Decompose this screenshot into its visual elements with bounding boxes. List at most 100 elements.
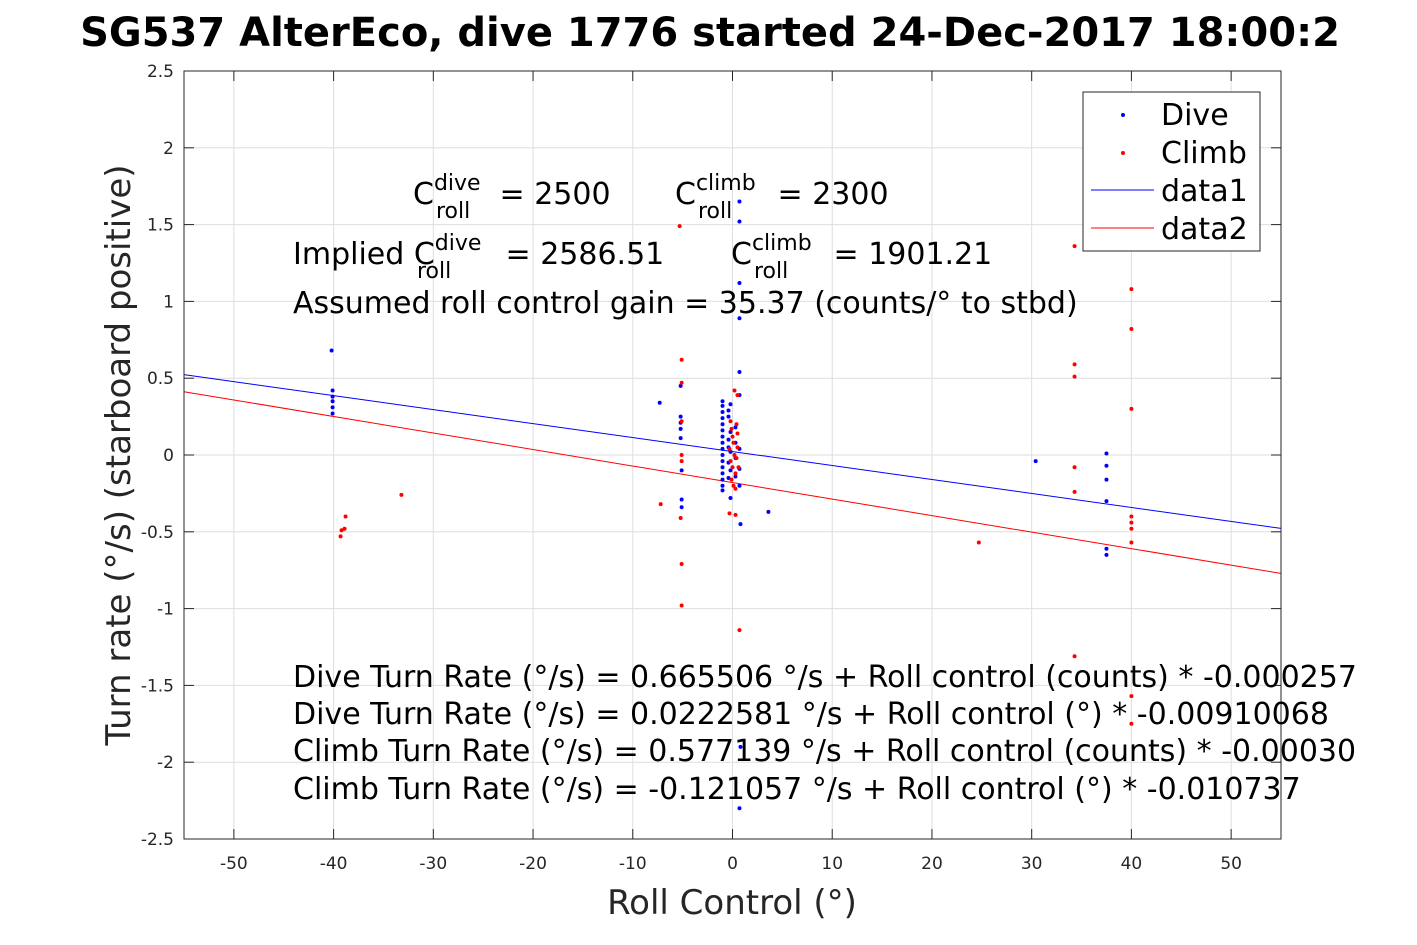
climb-point (737, 628, 742, 633)
c-roll-climb-sup: climb (696, 171, 756, 196)
climb-point (736, 465, 741, 470)
dive-point (720, 471, 725, 476)
legend-marker-climb (1121, 151, 1125, 155)
climb-point (679, 453, 684, 457)
climb-point (1129, 327, 1134, 332)
climb-point (730, 465, 735, 470)
legend-label-dive: Dive (1161, 98, 1229, 133)
implied-dive-value: = 2586.51 (496, 237, 664, 272)
climb-point (1129, 406, 1134, 411)
data-points (329, 199, 1134, 811)
equation-climb-degrees: Climb Turn Rate (°/s) = -0.121057 °/s + … (293, 772, 1301, 807)
legend-marker-dive (1121, 113, 1125, 117)
y-tick-label: -2.5 (141, 830, 174, 850)
equation-climb-counts: Climb Turn Rate (°/s) = 0.577139 °/s + R… (293, 734, 1356, 769)
dive-point (733, 474, 738, 479)
climb-point (1072, 654, 1077, 659)
axis-ticks: -50 -40 -30 -20 -10 0 10 20 30 40 50-2.5-2-1.5-1-0… (141, 62, 1281, 874)
implied-climb-value: = 1901.21 (824, 237, 992, 272)
equation-dive-counts: Dive Turn Rate (°/s) = 0.665506 °/s + Ro… (293, 660, 1357, 695)
climb-point (1072, 362, 1077, 367)
climb-point (732, 453, 737, 457)
dive-point (726, 414, 731, 419)
dive-point (720, 422, 725, 427)
climb-point (1129, 540, 1134, 545)
y-axis-label: Turn rate (°/s) (starboard positive) (99, 164, 139, 746)
dive-point (726, 437, 731, 442)
c-roll-climb-value: = 2300 (768, 177, 889, 212)
y-tick-label: 1 (163, 292, 174, 312)
fit-lines (183, 374, 1282, 574)
dive-point (1104, 463, 1109, 468)
dive-point (738, 744, 743, 749)
legend-box (1082, 91, 1261, 252)
implied-dive-annotation: Implied Cdive roll = 2586.51 (293, 231, 664, 284)
dive-point (720, 434, 725, 439)
dive-point (737, 199, 742, 204)
dive-point (737, 316, 742, 321)
legend-label-data1: data1 (1161, 174, 1248, 209)
legend-label-data2: data2 (1161, 212, 1248, 247)
climb-point (342, 526, 347, 531)
implied-climb-sup: climb (752, 231, 812, 256)
implied-climb-sub: roll (754, 259, 788, 284)
climb-point (734, 456, 739, 461)
c-roll-climb-annotation: Cclimb roll = 2300 (675, 171, 889, 224)
climb-point (1072, 374, 1077, 379)
dive-point (330, 399, 335, 404)
dive-point (728, 402, 733, 407)
dive-point (1033, 459, 1038, 464)
dive-point (678, 426, 683, 431)
dive-point (726, 408, 731, 413)
chart-title: SG537 AlterEco, dive 1776 started 24-Dec… (80, 10, 1340, 56)
climb-point (679, 603, 684, 608)
implied-dive-lead: Implied C (293, 237, 435, 272)
dive-point (737, 219, 742, 224)
climb-point (679, 419, 684, 424)
climb-point (727, 446, 732, 451)
x-tick-label: 30 (1021, 854, 1043, 874)
y-tick-label: -2 (157, 753, 174, 773)
climb-point (679, 459, 684, 464)
y-tick-label: 2 (163, 139, 174, 159)
climb-point (728, 459, 733, 464)
dive-point (738, 522, 743, 527)
dive-point (678, 436, 683, 441)
dive-point (678, 383, 683, 388)
climb-point (677, 224, 682, 229)
dive-point (720, 428, 725, 433)
climb-point (1129, 514, 1134, 519)
legend-label-climb: Climb (1161, 136, 1247, 171)
fit-line-data2 (183, 391, 1282, 574)
c-roll-dive-sup: dive (434, 171, 481, 196)
dive-point (766, 509, 771, 514)
dive-point (728, 468, 733, 473)
climb-point (1129, 287, 1134, 292)
climb-point (679, 562, 684, 567)
climb-point (1129, 721, 1134, 726)
c-roll-climb-prefix: C (675, 177, 696, 212)
climb-point (679, 380, 684, 385)
climb-point (399, 492, 404, 497)
dive-point (679, 505, 684, 510)
dive-point (720, 399, 725, 404)
dive-point (737, 806, 742, 811)
c-roll-climb-sub: roll (698, 199, 732, 224)
dive-point (737, 370, 742, 375)
y-tick-label: 2.5 (147, 62, 174, 82)
y-tick-label: 0.5 (147, 369, 174, 389)
dive-point (1104, 546, 1109, 551)
dive-point (728, 496, 733, 501)
x-tick-label: 50 (1220, 854, 1242, 874)
dive-point (330, 388, 335, 393)
x-axis-label: Roll Control (°) (607, 883, 857, 923)
equation-dive-degrees: Dive Turn Rate (°/s) = 0.0222581 °/s + R… (293, 697, 1329, 732)
climb-point (735, 431, 740, 436)
gain-annotation: Assumed roll control gain = 35.37 (count… (293, 286, 1078, 321)
climb-point (735, 393, 740, 398)
c-roll-dive-value: = 2500 (490, 177, 611, 212)
dive-point (720, 465, 725, 470)
dive-point (1104, 477, 1109, 482)
